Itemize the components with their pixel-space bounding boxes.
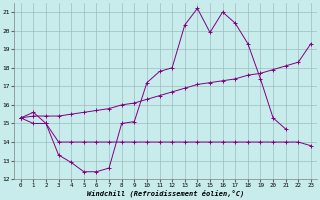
- X-axis label: Windchill (Refroidissement éolien,°C): Windchill (Refroidissement éolien,°C): [87, 190, 244, 197]
